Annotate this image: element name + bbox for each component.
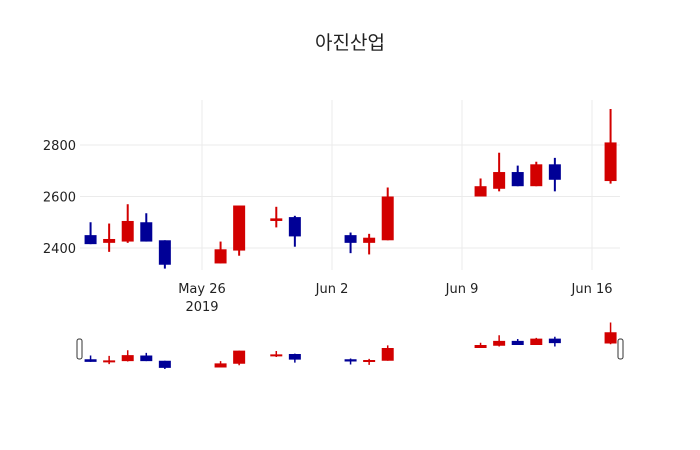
candle xyxy=(363,233,376,255)
y-tick-label: 2400 xyxy=(43,242,76,257)
candle xyxy=(381,187,394,241)
mini-candle xyxy=(474,342,487,348)
candle xyxy=(103,223,116,252)
candle xyxy=(84,222,97,245)
range-slider-preview xyxy=(84,322,617,369)
mini-candle xyxy=(493,335,506,347)
mini-candle xyxy=(103,355,116,365)
candle xyxy=(530,161,543,187)
mini-candle xyxy=(270,351,283,357)
chart-title: 아진산업 xyxy=(315,32,385,54)
mini-candle xyxy=(363,358,376,365)
range-slider[interactable] xyxy=(76,322,624,370)
x-tick-label: Jun 2 xyxy=(315,282,349,297)
mini-candle xyxy=(604,322,617,345)
candle xyxy=(214,241,227,264)
mini-candle xyxy=(140,352,153,362)
candle xyxy=(493,152,506,192)
x-tick-label: May 26 xyxy=(178,282,226,297)
mini-candle xyxy=(344,358,357,365)
mini-candle xyxy=(288,353,301,363)
candle xyxy=(511,165,524,187)
candle xyxy=(270,206,283,228)
mini-candle xyxy=(381,345,394,361)
mini-candle xyxy=(214,361,227,368)
mini-candle xyxy=(511,339,524,345)
x-axis-ticks: May 26 2019 Jun 2 Jun 9 Jun 16 xyxy=(178,282,612,315)
candle xyxy=(344,232,357,254)
y-tick-label: 2800 xyxy=(43,139,76,154)
y-axis-ticks: 2400 2600 2800 xyxy=(43,139,76,257)
range-slider-left-handle[interactable] xyxy=(76,338,83,360)
mini-candle xyxy=(121,350,134,362)
candles xyxy=(84,108,617,269)
mini-candle xyxy=(530,337,543,345)
candle xyxy=(288,215,301,247)
y-tick-label: 2600 xyxy=(43,191,76,206)
mini-candle xyxy=(158,360,171,369)
candle xyxy=(604,108,617,184)
candle xyxy=(121,204,134,243)
candle xyxy=(158,240,171,269)
mini-candle xyxy=(548,336,561,347)
x-tick-label: Jun 9 xyxy=(445,282,479,297)
range-slider-right-handle[interactable] xyxy=(617,338,624,360)
x-tick-label: Jun 16 xyxy=(571,282,613,297)
candle xyxy=(548,157,561,192)
candle xyxy=(140,213,153,242)
candle xyxy=(474,178,487,197)
x-tick-label: 2019 xyxy=(185,300,218,315)
mini-candle xyxy=(84,355,97,362)
candle xyxy=(233,205,246,256)
mini-candle xyxy=(233,350,246,366)
